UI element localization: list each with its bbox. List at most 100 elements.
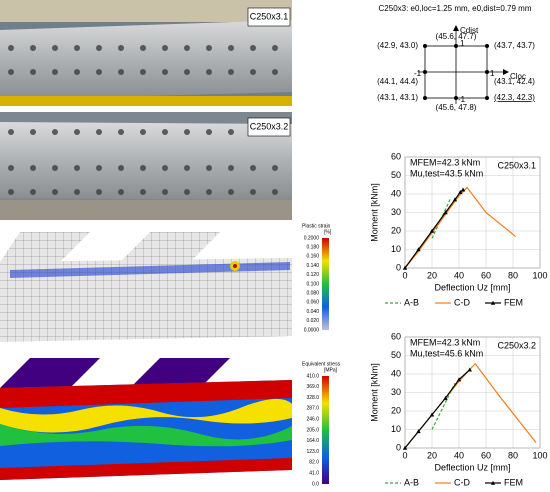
legend-level: 205.0 (306, 427, 319, 433)
diagram-point (423, 96, 427, 100)
marker (429, 412, 435, 417)
x-tick-label: 60 (481, 450, 491, 460)
annotation: Mu,test=45.6 kNm (410, 348, 483, 358)
y-tick-label: 40 (391, 188, 401, 198)
legend-level: 0.020 (306, 318, 319, 324)
y-tick-label: 20 (391, 225, 401, 235)
marker (416, 429, 421, 434)
legend-level: 246.0 (306, 417, 319, 423)
x-tick-label: 20 (427, 450, 437, 460)
y-tick-label: 10 (391, 424, 401, 434)
legend-level: 0.2000 (304, 235, 320, 241)
legend-label: C-D (454, 297, 470, 307)
legend-level: 0.0 (312, 481, 319, 487)
legend-label: FEM (504, 297, 523, 307)
legend-level: 0.100 (306, 281, 319, 287)
diagram-point (485, 44, 489, 48)
photo (0, 112, 292, 220)
arrow-head (503, 69, 509, 75)
annotation: MFEM=42.3 kNm (410, 337, 480, 347)
legend-marker (490, 480, 496, 485)
point-label: (43.1, 43.1) (377, 93, 418, 102)
point-label: (45.6, 47.8) (436, 103, 477, 112)
y-axis-label: Moment [kNm] (369, 183, 379, 242)
legend-label: A-B (404, 297, 419, 307)
y-tick-label: 0 (396, 442, 401, 452)
x-tick-label: 0 (402, 270, 407, 280)
x-tick-label: 100 (532, 270, 547, 280)
annotation: Mu,test=43.5 kNm (410, 168, 483, 178)
y-tick-label: 10 (391, 244, 401, 254)
diagram-point (485, 70, 489, 74)
series-line (404, 369, 471, 449)
marker (402, 445, 408, 450)
marker (443, 395, 448, 400)
plot-frame (404, 336, 541, 449)
y-tick-label: 30 (391, 207, 401, 217)
legend-level: 0.040 (306, 309, 319, 315)
diagram-title: C250x3: e0,loc=1.25 mm, e0,dist=0.79 mm (379, 4, 532, 13)
x-tick-label: 40 (454, 450, 464, 460)
legend-label: C-D (454, 477, 470, 487)
y-tick-label: 20 (391, 405, 401, 415)
y-tick-label: 30 (391, 387, 401, 397)
x-tick-label: 40 (454, 270, 464, 280)
diagram-point (454, 96, 458, 100)
series-line (404, 186, 517, 269)
photo-label: C250x3.1 (250, 11, 289, 21)
color-scale (322, 376, 329, 484)
diagram-point (423, 70, 427, 74)
marker (429, 228, 435, 233)
axis-tick: 1 (460, 39, 465, 48)
diagram-point (423, 44, 427, 48)
photo (0, 0, 292, 106)
y-tick-label: 50 (391, 170, 401, 180)
plot-frame (404, 156, 541, 269)
y-axis-label: Moment [kNm] (369, 363, 379, 422)
axis-label: Cloc (510, 72, 526, 81)
marker (458, 189, 463, 194)
arrow-head (453, 25, 459, 31)
legend-level: 123.0 (306, 449, 319, 455)
point-label: (43.7, 43.7) (494, 41, 535, 50)
chart-label: C250x3.1 (497, 160, 536, 170)
annotation: MFEM=42.3 kNm (410, 157, 480, 167)
legend-level: 287.0 (306, 406, 319, 412)
axis-tick: -1 (458, 95, 466, 104)
x-tick-label: 0 (402, 450, 407, 460)
x-axis-label: Deflection Uz [mm] (434, 282, 510, 292)
x-tick-label: 20 (427, 270, 437, 280)
point-label: (44.1, 44.4) (377, 77, 418, 86)
legend-level: 0.080 (306, 291, 319, 297)
point-label: (42.9, 43.0) (377, 41, 418, 50)
legend-title: Equivalent stress (302, 361, 341, 367)
x-axis-label: Deflection Uz [mm] (434, 462, 510, 472)
y-tick-label: 60 (391, 151, 401, 161)
series-line (404, 362, 537, 449)
marker (456, 377, 462, 382)
legend-marker (490, 300, 496, 305)
axis-tick: -1 (414, 69, 422, 78)
x-tick-label: 100 (532, 450, 547, 460)
fem-equivalent-stress (0, 358, 292, 480)
diagram-point (485, 96, 489, 100)
marker (460, 187, 466, 192)
photo-label: C250x3.2 (250, 121, 289, 131)
marker (452, 197, 458, 202)
y-tick-label: 50 (391, 350, 401, 360)
x-tick-label: 80 (508, 270, 518, 280)
legend-level: 328.0 (306, 395, 319, 401)
axis-tick: 1 (490, 69, 495, 78)
marker (402, 265, 408, 270)
point-label: (42.3, 42.3) (494, 93, 535, 102)
x-tick-label: 60 (481, 270, 491, 280)
legend-level: 369.0 (306, 384, 319, 390)
point-label: (43.1, 42.4) (494, 77, 535, 86)
legend-level: 0.160 (306, 254, 319, 260)
y-tick-label: 40 (391, 368, 401, 378)
legend-level: 41.0 (309, 471, 319, 477)
marker (467, 367, 472, 372)
legend-label: FEM (504, 477, 523, 487)
legend-level: 0.180 (306, 245, 319, 251)
